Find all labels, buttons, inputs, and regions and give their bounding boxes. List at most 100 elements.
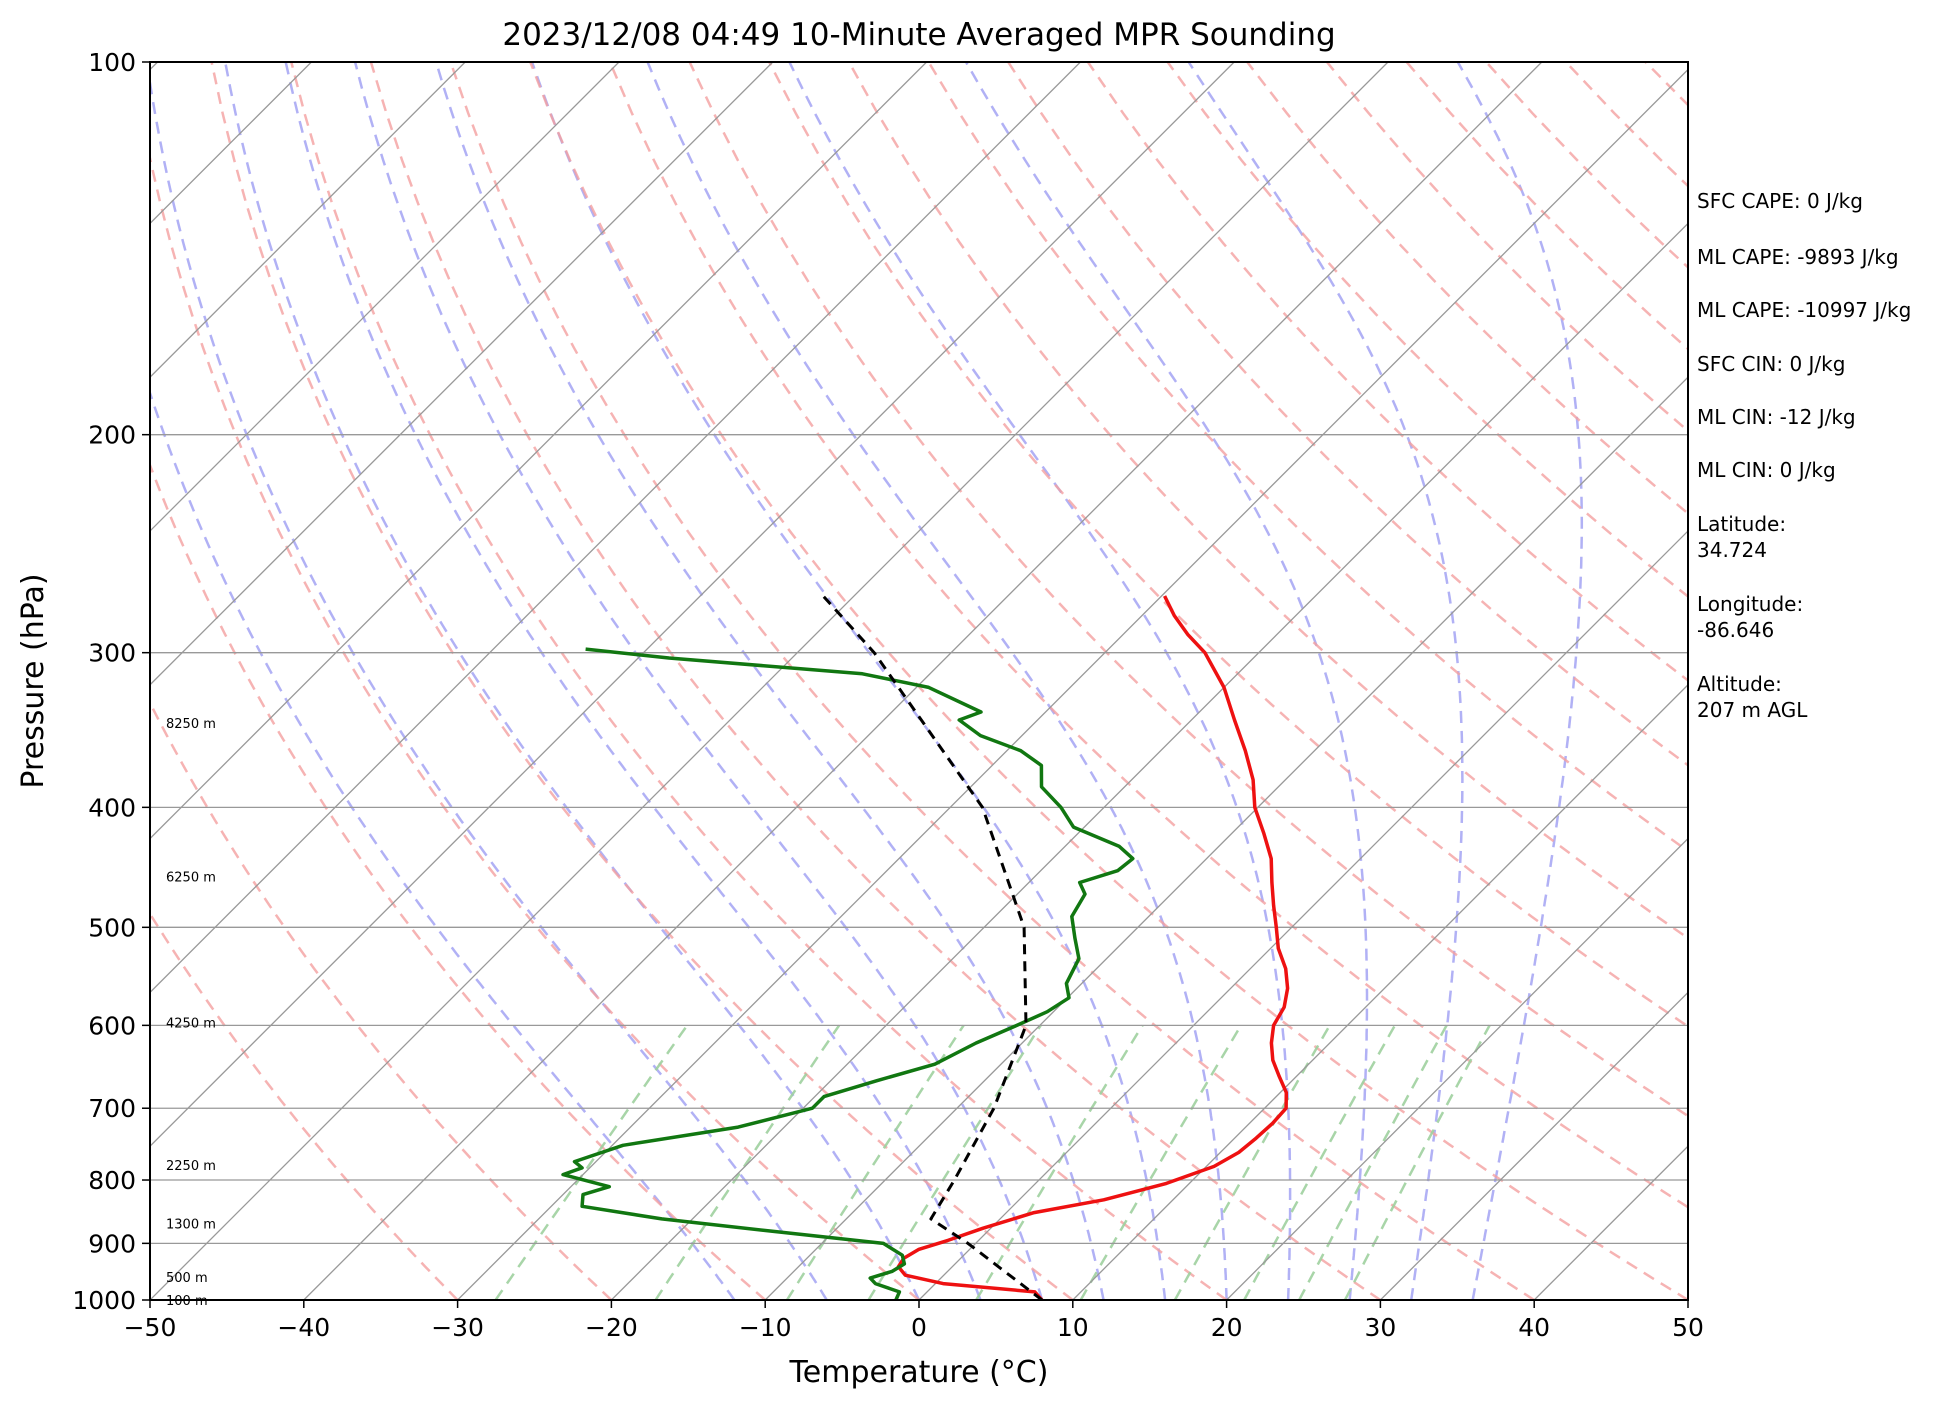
- mixing-ratio-line: [1079, 1024, 1243, 1300]
- isotherm-line: [1379, 991, 1688, 1300]
- isotherm-line: [150, 62, 1235, 1148]
- temperature-trace: [896, 595, 1290, 1300]
- dry-adiabat-line: [1086, 62, 1688, 683]
- y-tick-label: 1000: [72, 1286, 136, 1315]
- plot-frame: [149, 61, 1689, 1301]
- x-tick-label: −20: [585, 1313, 638, 1342]
- isotherm-line: [150, 62, 774, 686]
- dry-adiabat-line: [150, 700, 613, 1300]
- height-label: 1300 m: [166, 1217, 216, 1232]
- y-axis-title: Pressure (hPa): [16, 573, 51, 788]
- info-item: SFC CAPE: 0 J/kg: [1697, 189, 1863, 213]
- x-tick-label: 30: [1364, 1313, 1396, 1342]
- isotherm-line: [150, 62, 928, 840]
- height-label: 500 m: [166, 1271, 208, 1286]
- x-tick-label: 50: [1672, 1313, 1704, 1342]
- dry-adiabat-line: [150, 911, 459, 1300]
- y-tick-label: 800: [88, 1166, 136, 1195]
- moist-adiabat-line: [284, 62, 982, 1300]
- x-tick-label: 40: [1518, 1313, 1550, 1342]
- info-item: SFC CIN: 0 J/kg: [1697, 352, 1845, 376]
- height-label: 2250 m: [166, 1159, 216, 1174]
- dry-adiabat-line: [369, 62, 1382, 1300]
- y-tick-label: 600: [88, 1011, 136, 1040]
- mixing-ratio-line: [654, 1024, 841, 1300]
- x-tick-label: −10: [739, 1313, 792, 1342]
- mixing-ratio-line: [785, 1024, 965, 1300]
- isotherm-line: [918, 530, 1688, 1300]
- height-label: 6250 m: [166, 871, 216, 886]
- isotherm-line: [1072, 683, 1688, 1300]
- mixing-ratio-line: [1298, 1024, 1448, 1300]
- isotherm-line: [150, 62, 466, 379]
- y-tick-label: 100: [88, 48, 136, 77]
- isotherm-line: [150, 62, 1081, 994]
- axis-ticks: −50 −40 −30 −20 −10 0 10 20 30 40 50 100 200 300 400 50…: [72, 48, 1704, 1342]
- info-item: ML CAPE: -10997 J/kg: [1697, 298, 1911, 322]
- background-lines: [0, 62, 1688, 1300]
- mixing-ratio-line: [494, 1024, 689, 1300]
- x-tick-label: 10: [1057, 1313, 1089, 1342]
- x-tick-label: 0: [911, 1313, 927, 1342]
- dry-adiabat-line: [150, 152, 920, 1300]
- mixing-ratio-line: [1343, 1024, 1491, 1300]
- mixing-ratio-line: [867, 1024, 1042, 1300]
- info-item: Altitude: 207 m AGL: [1697, 672, 1808, 722]
- moist-adiabat-line: [530, 62, 1167, 1300]
- height-label: 4250 m: [166, 1017, 216, 1032]
- isotherm-line: [1226, 837, 1688, 1300]
- info-item: Latitude: 34.724: [1697, 512, 1786, 562]
- chart-title: 2023/12/08 04:49 10-Minute Averaged MPR …: [502, 17, 1335, 53]
- y-tick-label: 400: [88, 793, 136, 822]
- dry-adiabat-line: [768, 62, 1688, 1028]
- height-label: 100 m: [166, 1294, 208, 1309]
- x-tick-label: −40: [277, 1313, 330, 1342]
- info-item: ML CIN: -12 J/kg: [1697, 405, 1856, 429]
- y-tick-label: 300: [88, 639, 136, 668]
- isotherm-line: [150, 62, 1389, 1300]
- dry-adiabat-line: [150, 461, 767, 1300]
- dry-adiabat-line: [927, 62, 1688, 853]
- info-item: ML CAPE: -9893 J/kg: [1697, 245, 1899, 269]
- parcel-profile-trace: [822, 594, 1043, 1300]
- moist-adiabat-line: [223, 62, 921, 1300]
- dry-adiabat-line: [688, 62, 1688, 1118]
- sounding-info-panel: SFC CAPE: 0 J/kg ML CAPE: -9893 J/kg ML CA…: [1697, 189, 1911, 722]
- moist-adiabat-line: [353, 62, 1044, 1300]
- moist-adiabat-line: [1187, 62, 1464, 1300]
- x-tick-label: −30: [431, 1313, 484, 1342]
- dry-adiabat-line: [210, 62, 1074, 1300]
- dewpoint-trace: [561, 647, 1135, 1300]
- isotherm-line: [303, 62, 1543, 1300]
- sounding-traces: [561, 594, 1290, 1300]
- info-item: Longitude: -86.646: [1697, 592, 1803, 642]
- x-tick-label: −50: [124, 1313, 177, 1342]
- dry-adiabat-line: [290, 62, 1228, 1300]
- isotherm-line: [150, 62, 620, 532]
- isotherm-line: [764, 376, 1688, 1300]
- y-tick-label: 500: [88, 913, 136, 942]
- y-tick-label: 700: [88, 1094, 136, 1123]
- isotherm-line: [457, 68, 1688, 1300]
- moist-adiabat-line: [434, 62, 1105, 1300]
- dry-adiabat-line: [608, 62, 1688, 1209]
- mixing-ratio-line: [1173, 1024, 1331, 1300]
- dry-adiabat-line: [449, 62, 1535, 1300]
- moist-adiabat-line: [964, 62, 1369, 1300]
- isotherm-line: [610, 222, 1688, 1300]
- y-tick-label: 200: [88, 421, 136, 450]
- height-labels: 100 m 500 m 1300 m 2250 m 4250 m 6250 m 8250 m: [166, 717, 216, 1309]
- dry-adiabat-line: [529, 62, 1688, 1300]
- moist-adiabat-line: [788, 62, 1292, 1300]
- height-label: 8250 m: [166, 717, 216, 732]
- dry-adiabat-line: [1007, 62, 1688, 767]
- isotherm-line: [0, 62, 4, 1300]
- dry-adiabat-line: [1166, 62, 1688, 599]
- info-item: ML CIN: 0 J/kg: [1697, 458, 1836, 482]
- y-tick-label: 900: [88, 1229, 136, 1258]
- moist-adiabat-line: [150, 388, 736, 1300]
- moist-adiabat-line: [646, 62, 1228, 1300]
- mixing-ratio-line: [975, 1024, 1144, 1300]
- x-axis-title: Temperature (°C): [789, 1355, 1049, 1390]
